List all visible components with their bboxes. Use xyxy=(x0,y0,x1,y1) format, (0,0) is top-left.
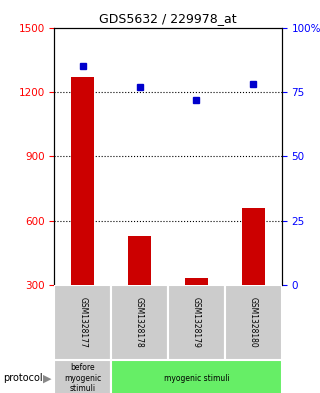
Text: GSM1328180: GSM1328180 xyxy=(249,297,258,348)
Text: GSM1328177: GSM1328177 xyxy=(78,297,87,348)
Bar xyxy=(168,285,225,360)
Bar xyxy=(128,235,151,285)
Bar xyxy=(185,279,208,285)
Bar xyxy=(225,285,282,360)
Bar xyxy=(71,77,94,285)
Text: GSM1328179: GSM1328179 xyxy=(192,297,201,348)
Text: myogenic stimuli: myogenic stimuli xyxy=(164,374,229,383)
Bar xyxy=(54,285,111,360)
Text: ▶: ▶ xyxy=(43,373,52,383)
Text: GSM1328178: GSM1328178 xyxy=(135,297,144,348)
Text: before
myogenic
stimuli: before myogenic stimuli xyxy=(64,364,101,393)
Bar xyxy=(111,285,168,360)
Title: GDS5632 / 229978_at: GDS5632 / 229978_at xyxy=(99,12,237,25)
Bar xyxy=(54,360,111,393)
Text: protocol: protocol xyxy=(3,373,43,383)
Bar xyxy=(242,208,265,285)
Bar xyxy=(111,360,282,393)
